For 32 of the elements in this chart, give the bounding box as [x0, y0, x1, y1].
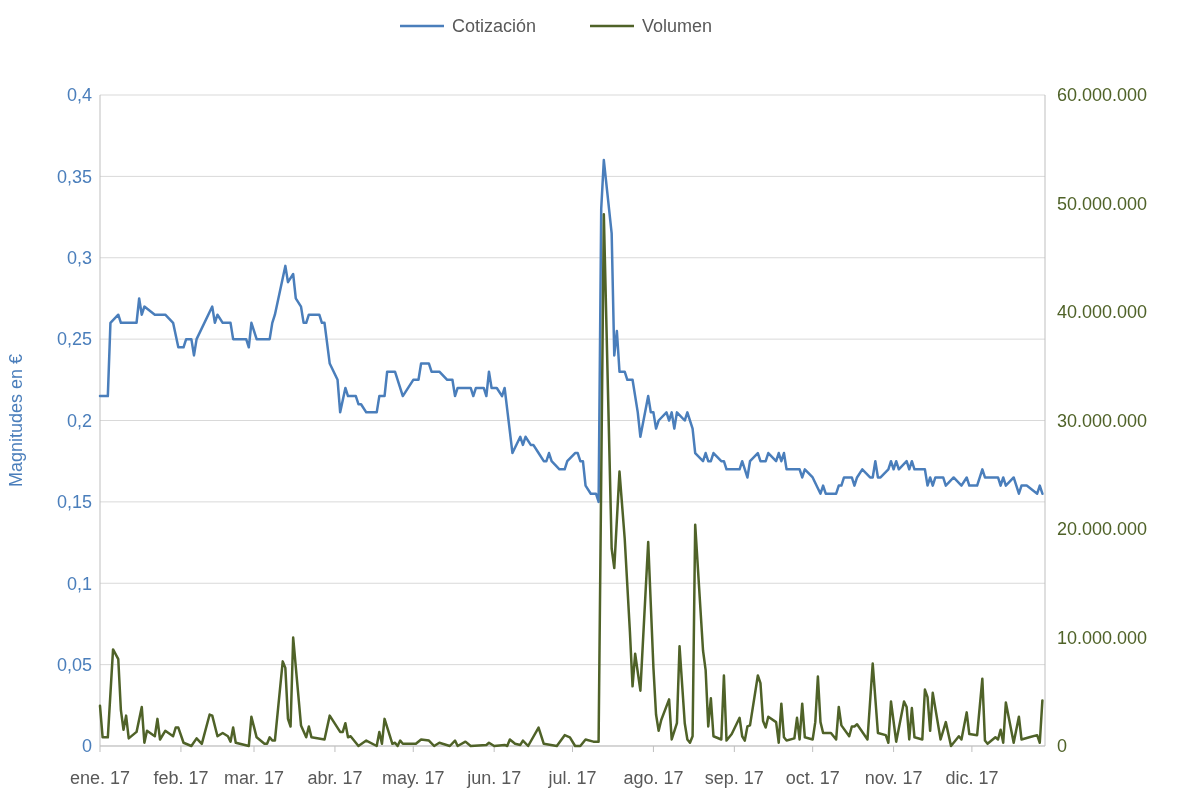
- x-tick-label: jun. 17: [466, 768, 522, 788]
- y-tick-label: 0,1: [66, 573, 92, 594]
- legend-label: Volumen: [642, 16, 713, 37]
- y-tick-label: 0: [81, 736, 92, 757]
- x-tick-label: oct. 17: [785, 768, 840, 788]
- x-tick-label: nov. 17: [864, 768, 923, 788]
- y-tick-label: 0,05: [56, 654, 92, 675]
- x-tick-label: ene. 17: [69, 768, 131, 788]
- y-tick-label: 0,15: [56, 492, 92, 513]
- y-tick-label: 0,3: [66, 248, 92, 269]
- y2-tick-label: 60.000.000: [1057, 85, 1148, 106]
- y-tick-label: 0,4: [66, 85, 92, 106]
- x-tick-label: dic. 17: [945, 768, 999, 788]
- legend-label: Cotización: [452, 16, 537, 37]
- x-tick-label: may. 17: [381, 768, 445, 788]
- y2-tick-label: 10.000.000: [1057, 627, 1148, 648]
- y2-tick-label: 20.000.000: [1057, 519, 1148, 540]
- x-tick-label: sep. 17: [704, 768, 764, 788]
- x-tick-label: mar. 17: [224, 768, 285, 788]
- x-tick-label: ago. 17: [623, 768, 684, 788]
- y2-tick-label: 50.000.000: [1057, 193, 1148, 214]
- y-tick-label: 0,2: [66, 410, 92, 431]
- y-tick-label: 0,35: [56, 166, 92, 187]
- x-tick-label: jul. 17: [547, 768, 597, 788]
- x-tick-label: feb. 17: [153, 768, 209, 788]
- line-series: [98, 158, 1044, 504]
- y-axis-title: Magnitudes en €: [6, 353, 26, 488]
- x-tick-label: abr. 17: [307, 768, 363, 788]
- y2-tick-label: 0: [1057, 736, 1068, 757]
- y-tick-label: 0,25: [56, 329, 92, 350]
- y2-tick-label: 30.000.000: [1057, 410, 1148, 431]
- y2-tick-label: 40.000.000: [1057, 302, 1148, 323]
